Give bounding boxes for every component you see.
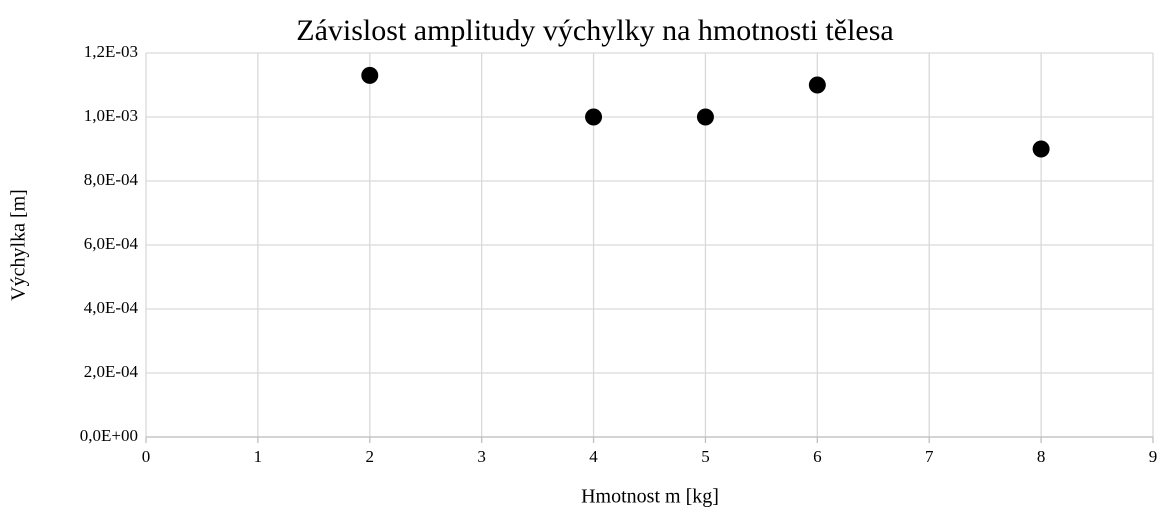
y-tick-label: 8,0E-04 xyxy=(84,170,139,189)
point xyxy=(361,66,379,84)
x-tick-label: 2 xyxy=(366,447,375,466)
x-tick-label: 9 xyxy=(1149,447,1158,466)
chart-title: Závislost amplitudy výchylky na hmotnost… xyxy=(296,14,893,47)
point xyxy=(696,108,714,126)
point xyxy=(585,108,603,126)
y-tick-label: 6,0E-04 xyxy=(84,234,139,253)
y-tick-label: 2,0E-04 xyxy=(84,362,139,381)
x-tick-label: 1 xyxy=(254,447,263,466)
point xyxy=(1032,140,1050,158)
y-tick-label: 1,0E-03 xyxy=(84,106,138,125)
x-tick-label: 8 xyxy=(1037,447,1046,466)
y-tick-label: 4,0E-04 xyxy=(84,298,139,317)
y-tick-label: 1,2E-03 xyxy=(84,42,138,61)
point xyxy=(808,76,826,94)
x-tick-label: 5 xyxy=(701,447,710,466)
x-axis-label: Hmotnost m [kg] xyxy=(581,486,719,508)
x-tick-label: 0 xyxy=(142,447,151,466)
x-tick-label: 4 xyxy=(589,447,598,466)
y-axis-label: Výchylka [m] xyxy=(8,189,30,301)
x-tick-label: 7 xyxy=(925,447,934,466)
x-tick-label: 6 xyxy=(813,447,822,466)
y-tick-label: 0,0E+00 xyxy=(80,426,138,445)
x-tick-label: 3 xyxy=(477,447,486,466)
